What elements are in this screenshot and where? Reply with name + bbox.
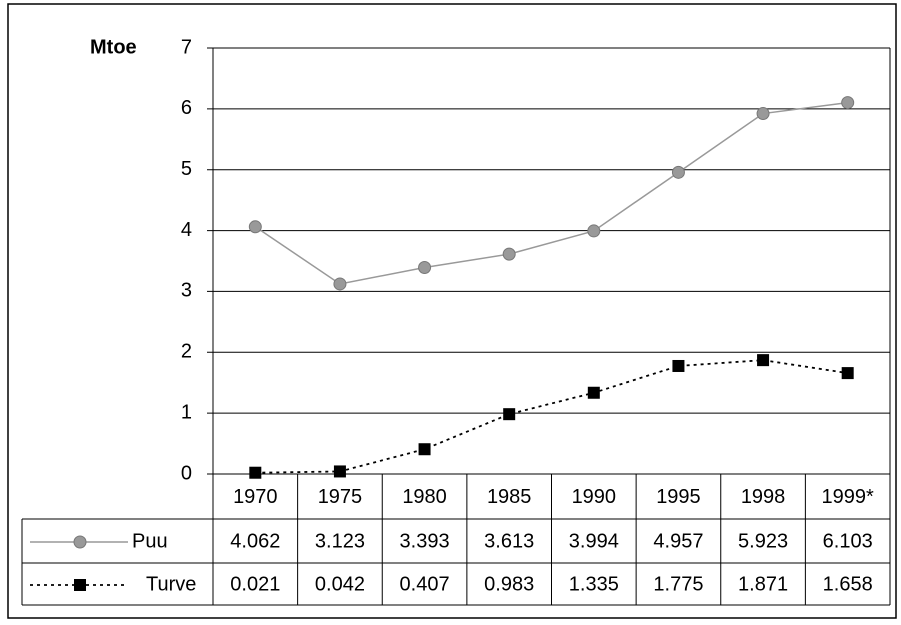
y-tick-label: 3 xyxy=(181,280,192,302)
data-point xyxy=(757,354,770,367)
data-point xyxy=(587,224,601,238)
y-tick-label: 6 xyxy=(181,97,192,119)
table-value: 1.871 xyxy=(738,573,788,595)
series-line xyxy=(254,101,848,285)
table-value: 0.042 xyxy=(315,573,365,595)
series-line xyxy=(255,359,848,474)
table-value: 3.613 xyxy=(484,530,534,552)
chart-frame xyxy=(7,3,897,619)
legend-label: Puu xyxy=(132,530,168,552)
y-tick-label: 0 xyxy=(181,462,192,484)
x-tick-label: 1998 xyxy=(741,486,786,508)
y-tick-label: 4 xyxy=(181,219,192,241)
y-tick-label: 2 xyxy=(181,341,192,363)
data-point xyxy=(502,247,516,261)
data-point xyxy=(503,408,516,421)
data-point xyxy=(418,261,432,275)
table-value: 3.994 xyxy=(569,530,619,552)
table-value: 4.062 xyxy=(230,530,280,552)
table-value: 3.123 xyxy=(315,530,365,552)
table-value: 0.983 xyxy=(484,573,534,595)
data-point xyxy=(587,386,600,399)
table-value: 5.923 xyxy=(738,530,788,552)
table-value: 3.393 xyxy=(400,530,450,552)
x-tick-label: 1970 xyxy=(233,486,278,508)
data-point xyxy=(333,277,347,291)
data-point xyxy=(672,359,685,372)
data-point xyxy=(756,107,770,121)
y-axis-label: Mtoe xyxy=(90,36,137,58)
data-point xyxy=(248,220,262,234)
x-tick-label: 1995 xyxy=(656,486,701,508)
y-tick-label: 7 xyxy=(181,36,192,58)
table-value: 1.658 xyxy=(823,573,873,595)
legend-marker xyxy=(73,535,87,549)
x-tick-label: 1980 xyxy=(402,486,447,508)
data-point xyxy=(841,367,854,380)
x-tick-label: 1990 xyxy=(572,486,617,508)
table-value: 1.775 xyxy=(653,573,703,595)
table-value: 0.021 xyxy=(230,573,280,595)
table-value: 1.335 xyxy=(569,573,619,595)
y-tick-label: 5 xyxy=(181,158,192,180)
data-point xyxy=(671,165,685,179)
legend-marker xyxy=(74,579,86,591)
x-tick-label: 1999* xyxy=(822,486,874,508)
table-value: 0.407 xyxy=(400,573,450,595)
table-value: 4.957 xyxy=(653,530,703,552)
y-tick-label: 1 xyxy=(181,401,192,423)
data-point xyxy=(418,443,431,456)
x-tick-label: 1975 xyxy=(318,486,363,508)
data-point xyxy=(249,466,262,479)
data-point xyxy=(841,96,855,110)
x-tick-label: 1985 xyxy=(487,486,532,508)
table-value: 6.103 xyxy=(823,530,873,552)
legend-label: Turve xyxy=(146,573,196,595)
data-point xyxy=(333,465,346,478)
